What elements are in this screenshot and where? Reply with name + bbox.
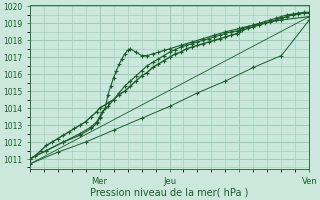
X-axis label: Pression niveau de la mer( hPa ): Pression niveau de la mer( hPa ) <box>90 187 249 197</box>
